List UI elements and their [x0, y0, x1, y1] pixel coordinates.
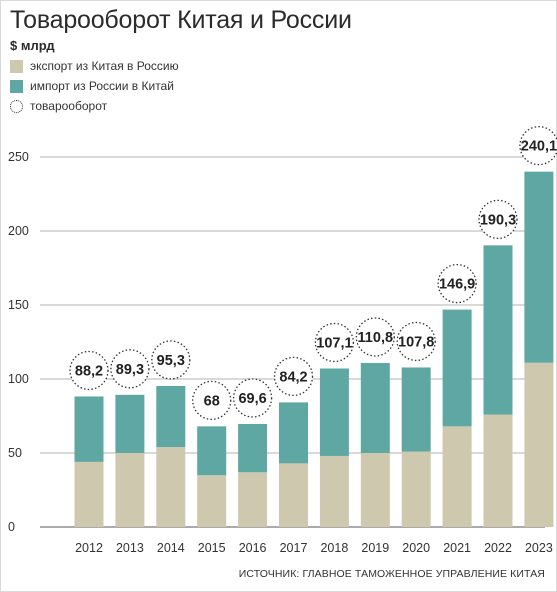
total-circle [192, 380, 232, 421]
bar-export [197, 475, 227, 527]
bar-import [319, 368, 349, 456]
x-tick-label: 2014 [157, 541, 185, 555]
legend-item-import: импорт из России в Китай [10, 76, 179, 96]
x-tick-label: 2018 [320, 541, 348, 555]
total-label: 95,3 [157, 353, 185, 369]
total-label: 89,3 [116, 362, 144, 378]
x-tick-label: 2020 [402, 541, 430, 555]
total-label: 146,9 [439, 277, 475, 293]
y-tick-label: 250 [8, 150, 29, 164]
legend-swatch-total [10, 99, 23, 113]
bar-export [238, 472, 268, 527]
x-tick-label: 2019 [361, 541, 389, 555]
legend-label-export: экспорт из Китая в Россию [30, 59, 179, 73]
bar-import [360, 363, 390, 453]
bar-import [156, 385, 186, 448]
bar-import [115, 394, 145, 453]
source-note: ИСТОЧНИК: ГЛАВНОЕ ТАМОЖЕННОЕ УПРАВЛЕНИЕ … [238, 568, 545, 580]
total-label: 107,8 [398, 334, 434, 350]
bar-export [401, 451, 431, 527]
total-circle [478, 199, 518, 240]
total-circle [69, 350, 109, 391]
x-tick-label: 2015 [198, 541, 226, 555]
bar-import [401, 367, 431, 452]
total-circle [437, 263, 477, 304]
x-tick-label: 2021 [443, 541, 471, 555]
x-tick-label: 2012 [75, 541, 103, 555]
y-tick-label: 50 [8, 446, 22, 460]
x-tick-label: 2017 [280, 541, 308, 555]
total-circle [355, 317, 395, 357]
x-tick-label: 2013 [116, 541, 144, 555]
total-circle [110, 349, 150, 389]
bar-export [319, 455, 349, 527]
total-circle [519, 126, 557, 166]
y-tick-label: 0 [8, 520, 15, 534]
y-tick-label: 100 [8, 372, 29, 386]
x-tick-label: 2016 [239, 541, 267, 555]
x-tick-label: 2023 [525, 541, 553, 555]
total-label: 107,1 [316, 335, 352, 351]
bar-import [238, 423, 268, 473]
total-label: 88,2 [75, 363, 103, 379]
total-label: 240,1 [521, 139, 557, 155]
bar-import [279, 402, 308, 464]
total-circle [314, 322, 355, 363]
bar-export [279, 463, 308, 527]
legend-swatch-import [10, 79, 23, 93]
total-label: 110,8 [358, 330, 394, 346]
total-circle [151, 340, 191, 380]
chart-title: Товарооборот Китая и России [10, 6, 352, 34]
bar-export [360, 453, 390, 527]
bar-export [74, 461, 104, 527]
bar-import [524, 171, 554, 363]
bar-import [442, 309, 472, 427]
bar-export [156, 447, 186, 527]
unit-label: $ млрд [10, 38, 55, 53]
bar-export [115, 453, 145, 527]
total-label: 190,3 [480, 212, 516, 228]
bar-export [442, 426, 472, 527]
total-circle [273, 356, 314, 397]
y-tick-label: 150 [8, 298, 29, 312]
bar-export [524, 362, 554, 527]
total-label: 84,2 [279, 369, 307, 385]
bar-export [483, 414, 513, 527]
legend: экспорт из Китая в Россию импорт из Росс… [10, 56, 179, 116]
total-circle [396, 321, 436, 362]
legend-item-export: экспорт из Китая в Россию [10, 56, 179, 76]
bar-import [197, 426, 227, 476]
total-label: 68 [204, 393, 220, 409]
y-tick-label: 200 [8, 224, 29, 238]
legend-label-total: товарооборот [30, 99, 108, 113]
legend-item-total: товарооборот [10, 96, 179, 116]
bar-import [74, 396, 104, 462]
bar-import [483, 245, 513, 415]
legend-label-import: импорт из России в Китай [30, 79, 174, 93]
x-tick-label: 2022 [484, 541, 512, 555]
total-circle [232, 378, 273, 418]
legend-swatch-export [10, 59, 23, 73]
total-label: 69,6 [238, 391, 266, 407]
